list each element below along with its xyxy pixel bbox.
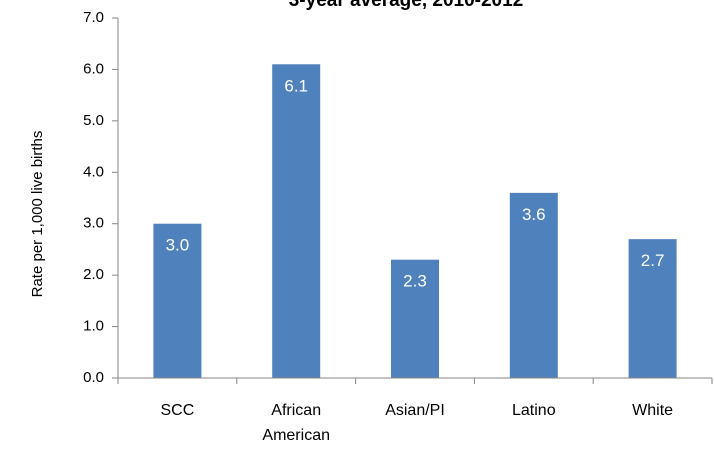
data-label: 6.1 <box>284 76 308 95</box>
y-tick-label: 5.0 <box>83 112 104 129</box>
x-tick-label: African <box>271 402 321 419</box>
y-axis: 0.0 1.0 2.0 3.0 4.0 5.0 6.0 7.0 <box>83 9 119 386</box>
data-label: 3.0 <box>166 236 190 255</box>
x-tick-label: Asian/PI <box>385 402 445 419</box>
bar <box>391 259 439 378</box>
x-tick-label: SCC <box>161 402 195 419</box>
bar <box>628 239 677 378</box>
bar <box>509 192 558 378</box>
bars: 3.0 6.1 2.3 3.6 2.7 <box>153 64 677 379</box>
data-label: 2.3 <box>403 272 427 291</box>
y-tick-label: 6.0 <box>83 60 104 77</box>
y-tick-label: 4.0 <box>83 163 104 180</box>
bar <box>272 64 321 379</box>
bar <box>153 223 202 378</box>
y-axis-label: Rate per 1,000 live births <box>29 131 46 298</box>
y-tick-label: 1.0 <box>83 318 104 335</box>
x-tick-label: American <box>262 427 330 444</box>
y-tick-label: 3.0 <box>83 215 104 232</box>
y-tick-label: 0.0 <box>83 369 104 386</box>
data-label: 3.6 <box>522 205 546 224</box>
y-tick-label: 7.0 <box>83 9 104 26</box>
y-tick-label: 2.0 <box>83 266 104 283</box>
data-label: 2.7 <box>641 251 665 270</box>
x-tick-label: Latino <box>512 402 556 419</box>
x-tick-label: White <box>632 402 673 419</box>
chart-title: 3-year average, 2010-2012 <box>289 0 524 11</box>
x-axis: SCC African American Asian/PI Latino White <box>117 377 713 444</box>
